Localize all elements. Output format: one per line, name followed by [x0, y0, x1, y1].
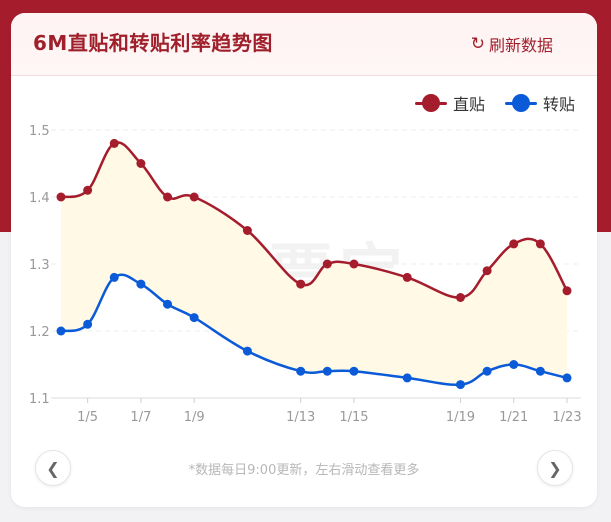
spread-band-area — [61, 142, 567, 385]
legend-swatch-direct — [414, 93, 447, 113]
rate-line-chart[interactable]: 1.1 1.2 1.3 1.4 1.5 1/5 1/7 1/9 1/13 1/15 1/19 1/21… — [11, 13, 597, 443]
x-tick-label: 1/23 — [552, 410, 581, 425]
x-tick-label: 1/7 — [130, 410, 151, 425]
data-point-transfer — [242, 346, 252, 356]
data-point-direct — [296, 279, 306, 289]
data-point-transfer — [109, 272, 119, 282]
data-point-transfer — [136, 279, 146, 289]
x-tick-label: 1/19 — [446, 410, 475, 425]
card-header: 6M直贴和转贴利率趋势图 ↻ 刷新数据 — [11, 13, 597, 76]
data-point-direct — [509, 239, 519, 249]
series-line-transfer — [60, 273, 568, 387]
data-point-direct — [109, 138, 119, 148]
y-tick-label: 1.4 — [29, 191, 50, 206]
data-point-direct — [402, 272, 412, 282]
x-tick-label: 1/21 — [499, 410, 528, 425]
data-point-transfer — [509, 360, 519, 369]
y-tick-label: 1.5 — [29, 124, 50, 139]
y-tick-label: 1.1 — [29, 392, 50, 407]
data-point-direct — [163, 192, 173, 202]
update-footnote: *数据每日9:00更新，左右滑动查看更多 — [188, 463, 420, 478]
data-point-direct — [189, 192, 199, 202]
data-point-transfer — [455, 380, 465, 390]
data-point-direct — [482, 266, 492, 276]
data-point-transfer — [189, 313, 199, 323]
card-title: 6M直贴和转贴利率趋势图 — [33, 31, 273, 55]
scroll-left-button[interactable]: ❮ — [35, 450, 71, 486]
legend-label-transfer: 转贴 — [542, 95, 575, 114]
data-point-transfer — [56, 326, 66, 336]
data-point-direct — [56, 192, 66, 202]
data-point-transfer — [163, 299, 173, 309]
chevron-right-icon: ❯ — [548, 458, 562, 478]
data-point-direct — [83, 185, 93, 195]
x-tick-label: 1/15 — [339, 410, 368, 425]
data-point-transfer — [83, 319, 93, 329]
rate-trend-card: 6M直贴和转贴利率趋势图 ↻ 刷新数据 贴票宝 1.1 1.2 1.3 1.4 1.5 1… — [11, 13, 597, 507]
legend-swatch-transfer — [504, 93, 537, 113]
refresh-data-button[interactable]: ↻ 刷新数据 — [471, 32, 553, 56]
data-point-transfer — [535, 366, 545, 376]
data-point-direct — [562, 286, 572, 296]
x-tick-label: 1/9 — [184, 410, 205, 425]
data-point-direct — [535, 239, 545, 249]
chart-legend: 直贴 转贴 — [414, 91, 575, 115]
data-point-direct — [349, 259, 359, 269]
refresh-label: 刷新数据 — [488, 36, 553, 55]
data-point-transfer — [402, 373, 412, 383]
x-tick-label: 1/13 — [286, 410, 315, 425]
data-point-transfer — [562, 373, 572, 383]
refresh-icon: ↻ — [470, 34, 485, 54]
data-point-direct — [322, 259, 332, 269]
chevron-left-icon: ❮ — [46, 458, 60, 478]
data-point-direct — [242, 226, 252, 235]
y-tick-label: 1.3 — [29, 258, 50, 273]
data-point-transfer — [482, 366, 492, 376]
y-tick-label: 1.2 — [29, 325, 50, 340]
legend-item-direct[interactable]: 直贴 — [414, 91, 485, 115]
data-point-direct — [455, 293, 465, 302]
data-point-direct — [136, 159, 146, 168]
legend-label-direct: 直贴 — [452, 95, 485, 114]
data-point-transfer — [296, 366, 306, 376]
series-line-direct — [60, 141, 569, 299]
legend-item-transfer[interactable]: 转贴 — [504, 91, 575, 115]
data-point-transfer — [349, 366, 359, 376]
data-point-transfer — [322, 366, 332, 376]
x-tick-label: 1/5 — [77, 410, 98, 425]
scroll-right-button[interactable]: ❯ — [537, 450, 573, 486]
